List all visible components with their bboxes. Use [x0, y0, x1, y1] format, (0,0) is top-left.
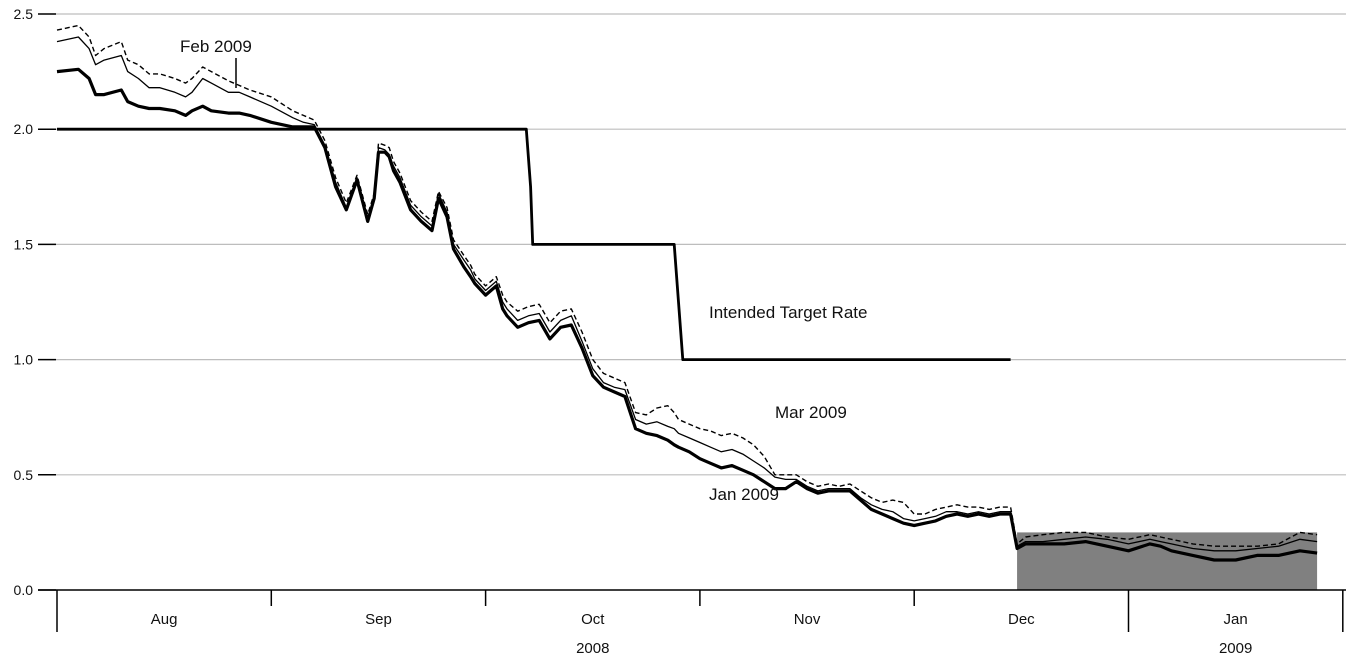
x-tick-label: Sep — [365, 611, 392, 628]
x-tick-label: Oct — [581, 611, 605, 628]
year-label: 2009 — [1219, 640, 1252, 657]
year-label: 2008 — [576, 640, 609, 657]
y-tick-label: 0.5 — [14, 467, 34, 483]
axes: 0.0 0.5 1.0 1.5 2.0 2.5 Aug Sep Oct Nov Dec Jan 2008… — [14, 6, 1346, 657]
x-tick-label: Dec — [1008, 611, 1035, 628]
series-line-feb-2009 — [56, 36, 1318, 552]
series-line-intended-target-rate — [57, 127, 1011, 362]
annotation-jan-2009: Jan 2009 — [709, 485, 779, 504]
series-lines — [56, 24, 1318, 562]
y-tick-label: 1.0 — [14, 352, 34, 368]
target-range-band — [1017, 532, 1318, 590]
x-tick-label: Jan — [1224, 611, 1248, 628]
annotations: Intended Target Rate Mar 2009 Jan 2009 F… — [180, 37, 867, 504]
annotation-target-rate: Intended Target Rate — [709, 303, 867, 322]
annotation-mar-2009: Mar 2009 — [775, 403, 847, 422]
gridlines — [50, 13, 1346, 476]
y-tick-label: 0.0 — [14, 582, 34, 598]
series-line-mar-2009 — [56, 24, 1318, 547]
y-tick-label: 2.0 — [14, 121, 34, 137]
y-tick-label: 2.5 — [14, 6, 34, 22]
x-tick-label: Aug — [151, 611, 178, 628]
series-line-jan-2009 — [56, 67, 1318, 562]
annotation-feb-2009: Feb 2009 — [180, 37, 252, 56]
x-tick-label: Nov — [794, 611, 821, 628]
y-tick-label: 1.5 — [14, 236, 34, 252]
